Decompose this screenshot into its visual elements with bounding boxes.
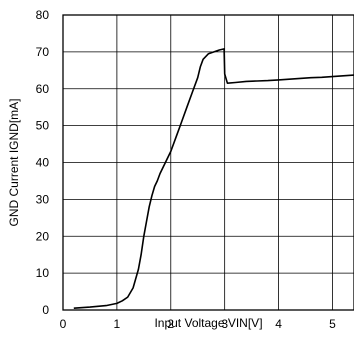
x-tick-label: 1 xyxy=(114,317,121,331)
y-tick-label: 70 xyxy=(36,45,50,59)
x-axis-label: Input Voltage VIN[V] xyxy=(154,316,262,330)
plot-frame xyxy=(62,14,354,311)
series-line xyxy=(73,48,354,309)
y-axis-label: GND Current IGND[mA] xyxy=(7,98,21,226)
x-tick-label: 2 xyxy=(167,317,174,331)
y-tick-label: 20 xyxy=(36,229,50,243)
y-tick-label: 80 xyxy=(36,8,50,22)
y-tick-label: 40 xyxy=(36,156,50,170)
x-tick-label: 3 xyxy=(221,317,228,331)
y-tick-label: 30 xyxy=(36,192,50,206)
y-tick-label: 50 xyxy=(36,119,50,133)
series-group xyxy=(73,48,354,309)
y-tick-label: 10 xyxy=(36,266,50,280)
grid xyxy=(63,15,354,310)
x-tick-label: 5 xyxy=(329,317,336,331)
y-tick-labels: 0 10 20 30 40 50 60 70 80 xyxy=(36,8,50,317)
x-tick-label: 4 xyxy=(275,317,282,331)
x-tick-labels: 0 1 2 3 4 5 xyxy=(60,317,336,331)
y-tick-label: 0 xyxy=(42,303,49,317)
y-tick-label: 60 xyxy=(36,82,50,96)
x-tick-label: 0 xyxy=(60,317,67,331)
